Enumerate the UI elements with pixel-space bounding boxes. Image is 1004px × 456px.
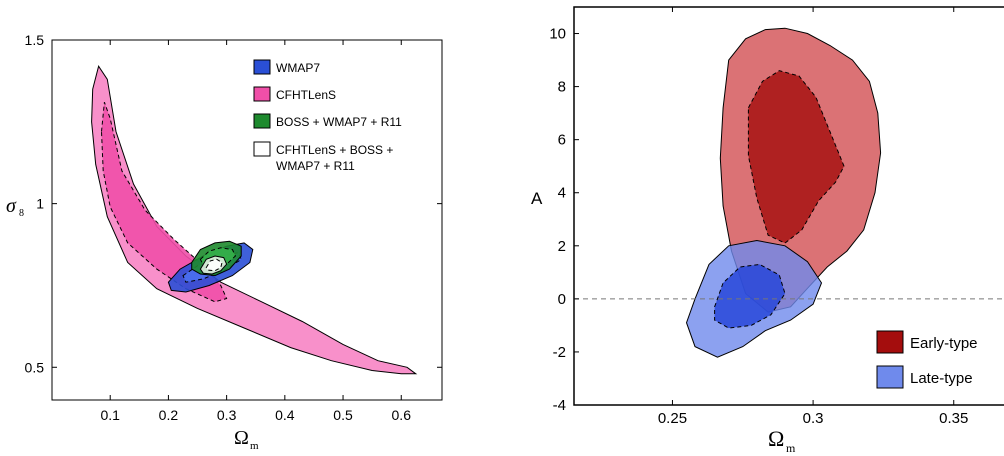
legend-label-combined-line1: CFHTLenS + BOSS + [276,143,393,157]
x-tick-label: 0.3 [803,410,824,427]
contour-cfhtlens-boss-wmap7-r11-inner [205,258,223,272]
y-tick-label: 4 [558,185,566,202]
contour-early-type-inner [747,70,845,244]
left-x-axis-label-sub: m [250,440,259,452]
x-tick-label: 0.25 [658,410,687,427]
y-tick-label: 6 [558,132,566,149]
left-x-axis-label: Ω [234,427,249,449]
legend-label-boss: BOSS + WMAP7 + R11 [276,115,402,129]
right-legend: Early-type Late-type [876,330,978,389]
y-tick-label: 10 [549,26,566,43]
y-tick-label: 8 [558,79,566,96]
right-panel: 0.25 0.3 0.35 -4 -2 0 2 4 6 8 10 Early-type Late-t… [531,6,1004,455]
x-tick-label: 0.6 [392,407,412,423]
legend-label-cfhtlens: CFHTLenS [276,88,336,102]
y-tick-label: 0 [558,291,566,308]
right-ticks: 0.25 0.3 0.35 -4 -2 0 2 4 6 8 10 [549,7,1004,427]
x-tick-label: 0.2 [159,407,179,423]
left-legend: WMAP7 CFHTLenS BOSS + WMAP7 + R11 CFHTLe… [253,59,402,173]
x-tick-label: 0.1 [100,407,120,423]
left-ticks: 0.1 0.2 0.3 0.4 0.5 0.6 0.5 1 1.5 [25,32,442,423]
y-tick-label: 0.5 [25,359,45,375]
legend-label-wmap7: WMAP7 [276,61,320,75]
y-tick-label: -4 [553,397,566,414]
right-x-axis-label: Ω [768,426,784,451]
legend-label-combined-line2: WMAP7 + R11 [276,159,355,173]
left-contours [91,64,418,375]
legend-swatch-boss [253,113,271,129]
x-tick-label: 0.3 [217,407,237,423]
y-tick-label: -2 [553,344,566,361]
contour-cfhtlens-outer [91,64,418,375]
y-tick-label: 1.5 [25,32,45,48]
contour-late-type-inner [714,263,786,329]
legend-swatch-late-type [876,365,904,389]
legend-swatch-cfhtlens [253,86,271,102]
legend-swatch-early-type [876,330,904,354]
x-tick-label: 0.5 [333,407,353,423]
legend-swatch-wmap7 [253,59,271,75]
legend-swatch-combined [253,141,271,157]
legend-label-early-type: Early-type [910,335,978,352]
legend-label-late-type: Late-type [910,370,973,387]
x-tick-label: 0.4 [275,407,295,423]
left-y-axis-label-sub: 8 [19,208,24,219]
y-tick-label: 1 [36,196,44,212]
right-x-axis-label-sub: m [786,441,796,455]
y-tick-label: 2 [558,238,566,255]
left-y-axis-label: σ [6,195,17,217]
left-panel: 0.1 0.2 0.3 0.4 0.5 0.6 0.5 1 1.5 WMAP7 CFHTLenS… [6,32,443,452]
right-y-axis-label: A [531,189,543,208]
x-tick-label: 0.35 [939,410,968,427]
